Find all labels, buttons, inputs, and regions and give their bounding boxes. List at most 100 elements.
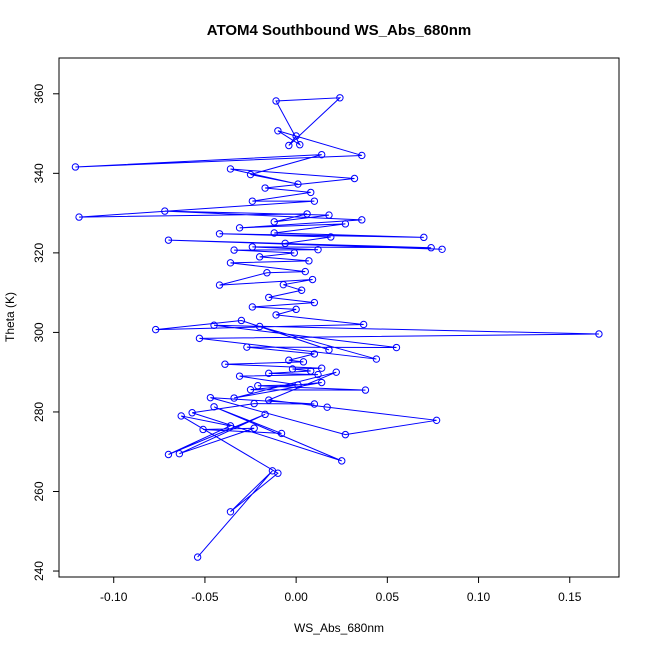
data-point: [338, 457, 346, 465]
data-point: [226, 165, 235, 173]
data-point: [270, 229, 278, 237]
data-point: [206, 393, 215, 402]
data-point: [310, 400, 319, 408]
data-point: [336, 94, 344, 102]
data-point: [297, 286, 306, 294]
data-point: [314, 245, 322, 254]
data-point: [195, 334, 204, 343]
data-point: [292, 132, 300, 140]
data-point: [193, 553, 202, 561]
data-point: [243, 343, 251, 351]
data-point: [237, 316, 246, 325]
data-point: [277, 429, 286, 438]
data-point: [303, 210, 311, 218]
data-point: [307, 367, 315, 375]
data-point: [250, 399, 258, 408]
data-point: [235, 372, 244, 380]
data-point: [299, 358, 308, 366]
data-point: [325, 211, 333, 219]
data-point: [188, 409, 196, 417]
data-point: [308, 275, 317, 284]
data-point: [272, 97, 280, 105]
data-point: [210, 321, 218, 329]
data-points: [71, 94, 603, 561]
data-point: [595, 330, 603, 338]
y-tick-label: 300: [32, 322, 46, 342]
data-point: [438, 245, 446, 253]
data-point: [175, 450, 184, 458]
data-point: [274, 469, 282, 477]
data-point: [210, 403, 218, 411]
data-point: [265, 369, 273, 378]
x-tick-label: 0.00: [284, 590, 308, 604]
data-point: [317, 378, 326, 387]
data-point: [270, 218, 278, 226]
data-point: [272, 311, 280, 319]
data-point: [372, 355, 381, 363]
data-point: [265, 293, 273, 302]
data-point: [199, 425, 207, 434]
data-point: [285, 356, 293, 364]
data-point: [288, 365, 297, 373]
x-axis: -0.10 -0.05 0.00 0.05 0.10 0.15: [100, 577, 582, 604]
data-point: [290, 249, 299, 257]
data-point: [294, 381, 302, 389]
data-point: [255, 322, 264, 331]
x-tick-label: 0.15: [558, 590, 582, 604]
data-point: [341, 220, 350, 228]
data-point: [296, 141, 304, 149]
data-point: [301, 267, 309, 276]
data-point: [226, 422, 235, 430]
y-tick-label: 280: [32, 402, 46, 422]
data-point: [248, 303, 257, 311]
data-point: [248, 243, 257, 251]
data-point: [317, 150, 326, 159]
data-point: [274, 127, 282, 135]
data-point: [263, 269, 271, 277]
data-point: [230, 394, 238, 402]
data-point: [221, 360, 229, 368]
data-point: [305, 257, 313, 265]
data-point: [294, 180, 302, 188]
data-point: [427, 244, 435, 252]
y-axis: 240 260 280 300 320 340 360: [32, 83, 59, 581]
data-point: [177, 412, 185, 420]
data-point: [164, 236, 173, 244]
data-point: [307, 188, 315, 197]
y-tick-label: 340: [32, 163, 46, 183]
x-tick-label: 0.10: [467, 590, 491, 604]
data-point: [261, 184, 269, 192]
data-point: [285, 141, 293, 150]
data-point: [325, 346, 333, 354]
data-point: [432, 416, 441, 425]
y-tick-label: 240: [32, 561, 46, 581]
data-point: [254, 382, 262, 390]
data-point: [420, 233, 428, 242]
data-point: [261, 410, 269, 419]
data-point: [246, 385, 255, 394]
x-tick-label: -0.05: [191, 590, 219, 604]
data-point: [392, 343, 401, 352]
data-point: [230, 246, 238, 254]
y-tick-label: 320: [32, 243, 46, 263]
data-point: [255, 253, 264, 261]
x-axis-label: WS_Abs_680nm: [294, 621, 384, 635]
data-point: [327, 233, 335, 241]
data-point: [358, 151, 366, 160]
y-tick-label: 360: [32, 83, 46, 103]
data-point: [310, 350, 319, 358]
y-tick-label: 260: [32, 481, 46, 501]
data-point: [226, 259, 235, 267]
data-point: [250, 424, 258, 432]
x-tick-label: 0.05: [376, 590, 400, 604]
data-point: [215, 281, 224, 289]
data-point: [265, 396, 273, 404]
data-point: [317, 364, 326, 372]
data-point: [248, 197, 257, 205]
data-point: [314, 370, 322, 379]
data-point: [226, 508, 235, 516]
data-point: [164, 450, 173, 459]
data-point: [358, 216, 366, 224]
